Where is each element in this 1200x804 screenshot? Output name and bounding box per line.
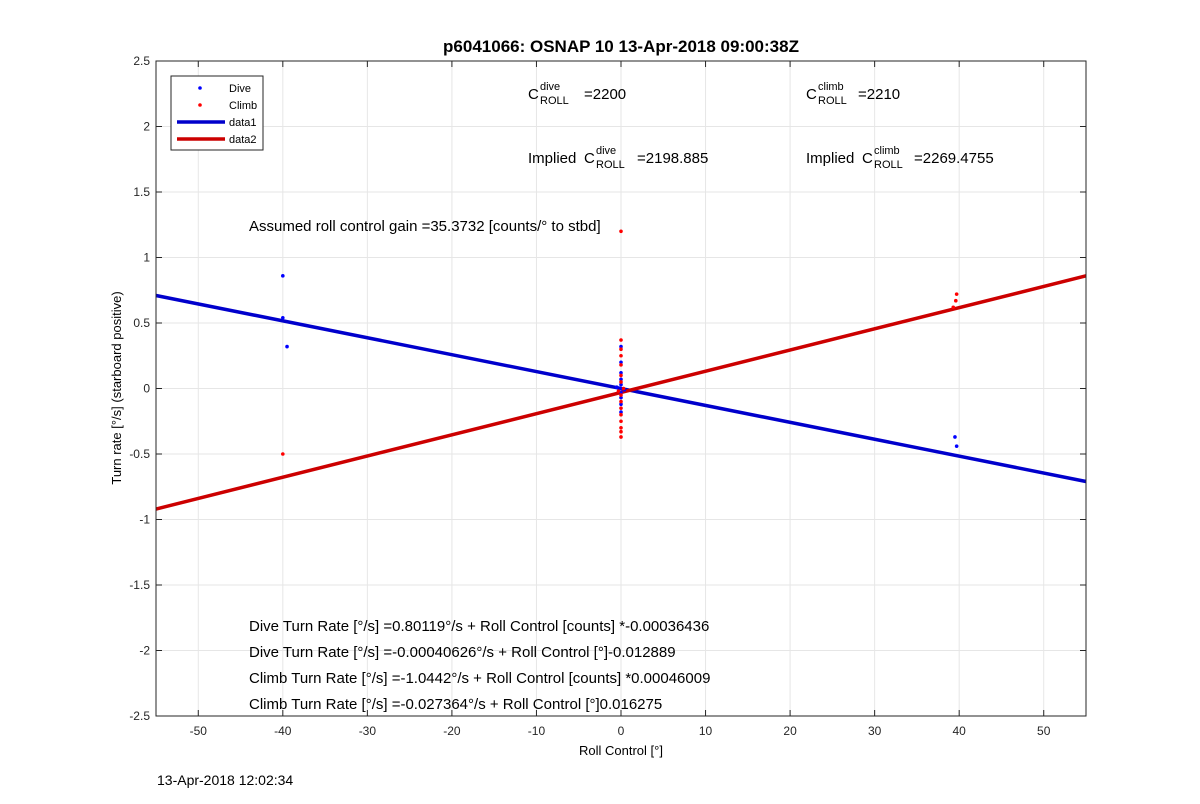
y-tick-label: -1.5 xyxy=(129,578,150,592)
legend-label-data2: data2 xyxy=(229,134,257,146)
point-climb xyxy=(954,298,958,303)
y-tick-label: 2 xyxy=(143,120,150,134)
timestamp-footer: 13-Apr-2018 12:02:34 xyxy=(157,772,294,788)
y-tick-label: 0.5 xyxy=(133,316,150,330)
x-tick-label: -20 xyxy=(443,724,461,738)
equation-4: Climb Turn Rate [°/s] =-0.027364°/s + Ro… xyxy=(249,696,662,713)
implied-dive-annotation: Implied C dive ROLL =2198.885 xyxy=(528,141,708,172)
legend-label-climb: Climb xyxy=(229,100,257,112)
point-climb xyxy=(619,426,623,430)
y-axis-label: Turn rate [°/s] (starboard positive) xyxy=(109,291,124,484)
legend: Dive Climb data1 data2 xyxy=(170,75,264,151)
x-tick-label: -50 xyxy=(190,724,208,738)
x-tick-label: 50 xyxy=(1037,724,1051,738)
y-tick-label: -2 xyxy=(139,644,150,658)
x-tick-label: 20 xyxy=(783,724,797,738)
x-tick-label: 10 xyxy=(699,724,713,738)
x-tick-label: 0 xyxy=(618,724,625,738)
x-tick-label: -10 xyxy=(528,724,546,738)
point-dive xyxy=(619,377,623,382)
point-dive xyxy=(619,395,623,400)
point-dive xyxy=(619,382,623,387)
point-dive xyxy=(619,344,623,349)
y-tick-label: -0.5 xyxy=(129,447,150,461)
point-climb xyxy=(616,389,621,393)
point-dive xyxy=(619,360,623,365)
y-tick-label: -2.5 xyxy=(129,709,150,723)
legend-label-data1: data1 xyxy=(229,117,257,129)
point-climb xyxy=(619,353,623,358)
point-climb xyxy=(621,386,626,391)
y-tick-label: 2.5 xyxy=(133,54,150,68)
point-dive xyxy=(619,386,623,391)
implied-climb-annotation: Implied C climb ROLL =2269.4755 xyxy=(806,141,994,172)
equation-3: Climb Turn Rate [°/s] =-1.0442°/s + Roll… xyxy=(249,670,710,687)
point-climb xyxy=(954,292,959,296)
point-dive xyxy=(954,444,959,448)
c-dive-annotation: C dive ROLL =2200 xyxy=(528,77,626,108)
point-climb xyxy=(619,412,623,417)
equation-2: Dive Turn Rate [°/s] =-0.00040626°/s + R… xyxy=(249,644,676,661)
point-dive xyxy=(614,385,619,389)
point-climb xyxy=(619,338,623,342)
legend-label-dive: Dive xyxy=(229,83,251,95)
y-tick-label: 1.5 xyxy=(133,185,150,199)
point-dive xyxy=(619,402,623,407)
point-climb xyxy=(619,406,623,410)
c-climb-annotation: C climb ROLL =2210 xyxy=(806,77,900,108)
data-points xyxy=(281,229,959,456)
point-climb xyxy=(619,393,623,397)
legend-marker-dive xyxy=(198,86,202,90)
axis-ticks: -50 -40 -30 -20 -10 0 10 20 30 40 50-2.5-2-1.5-1-0… xyxy=(129,54,1086,738)
point-climb xyxy=(619,380,623,384)
point-climb xyxy=(619,435,623,439)
point-climb xyxy=(619,229,623,234)
point-climb xyxy=(619,429,623,434)
point-dive xyxy=(281,315,285,320)
y-tick-label: 0 xyxy=(143,382,150,396)
x-tick-label: -40 xyxy=(274,724,292,738)
y-tick-label: 1 xyxy=(143,251,150,265)
point-dive xyxy=(619,370,623,375)
point-climb xyxy=(619,373,623,378)
point-climb xyxy=(619,399,623,404)
equation-1: Dive Turn Rate [°/s] =0.80119°/s + Roll … xyxy=(249,618,709,635)
point-climb xyxy=(281,452,285,456)
point-dive xyxy=(285,344,289,349)
point-climb xyxy=(619,347,623,352)
point-dive xyxy=(619,410,623,414)
point-climb xyxy=(619,363,623,367)
chart-title: p6041066: OSNAP 10 13-Apr-2018 09:00:38Z xyxy=(443,37,799,56)
point-climb xyxy=(619,419,623,424)
x-tick-label: 30 xyxy=(868,724,882,738)
point-dive xyxy=(281,274,285,278)
legend-marker-climb xyxy=(198,103,202,107)
point-dive xyxy=(953,435,957,439)
y-tick-label: -1 xyxy=(139,513,150,527)
x-tick-label: 40 xyxy=(953,724,967,738)
x-axis-label: Roll Control [°] xyxy=(579,743,663,758)
point-climb xyxy=(951,305,956,310)
gain-annotation: Assumed roll control gain =35.3732 [coun… xyxy=(249,218,601,235)
x-tick-label: -30 xyxy=(359,724,377,738)
